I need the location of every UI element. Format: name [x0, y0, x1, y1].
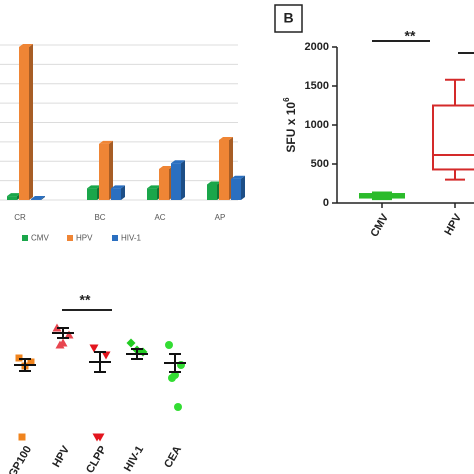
point — [101, 351, 111, 360]
bar — [219, 136, 233, 200]
bar — [147, 185, 161, 200]
y-tick-label: 0 — [323, 197, 329, 209]
x-tick-label: BC — [94, 213, 105, 222]
bar-top — [147, 185, 161, 189]
bar — [159, 166, 173, 200]
x-tick-label: AC — [154, 213, 165, 222]
panel-label-box — [274, 4, 303, 33]
point — [165, 341, 173, 349]
bar — [7, 193, 21, 200]
point — [126, 338, 136, 348]
bar — [111, 185, 125, 200]
legend-swatch — [22, 235, 28, 241]
bar-top — [159, 166, 173, 169]
bar — [171, 160, 185, 200]
point — [174, 403, 182, 411]
legend-label: CMV — [31, 234, 49, 243]
x-tick-label: AP — [215, 213, 226, 222]
bar-side — [241, 175, 245, 200]
bar-side — [41, 196, 45, 200]
point — [64, 330, 74, 339]
bar-side — [121, 185, 125, 200]
bar — [99, 140, 113, 200]
y-tick-label: 2000 — [305, 41, 329, 53]
bar-top — [111, 185, 125, 189]
panel-label: B — [283, 10, 293, 26]
bar — [207, 181, 221, 200]
significance-label: ** — [80, 292, 91, 308]
bar-top — [171, 160, 185, 164]
bar — [231, 175, 245, 200]
bar-top — [87, 185, 101, 189]
bar-front — [111, 188, 121, 200]
bar-side — [109, 140, 113, 200]
bar-front — [207, 184, 217, 200]
point — [55, 340, 65, 349]
x-tick-label: HPV — [50, 443, 72, 469]
bar-front — [159, 169, 169, 200]
point — [27, 358, 35, 366]
point — [89, 344, 99, 353]
box — [432, 104, 474, 171]
bar-side — [29, 43, 33, 200]
bar-top — [99, 140, 113, 144]
bar-top — [219, 136, 233, 140]
bar-top — [207, 181, 221, 185]
significance-label: ** — [405, 28, 416, 44]
bar — [31, 196, 45, 200]
bar-front — [219, 139, 229, 200]
x-tick-label: HIV-1 — [122, 444, 146, 474]
y-axis-label-sup: 6 — [282, 97, 291, 102]
bar-front — [19, 46, 29, 200]
point — [92, 433, 102, 442]
y-axis-label-text: SFU x 10 — [284, 102, 298, 153]
y-tick-label: 500 — [311, 158, 329, 170]
y-axis-label: SFU x 106 — [282, 97, 298, 153]
bar-top — [19, 43, 33, 47]
bar-front — [99, 143, 109, 200]
bar-side — [181, 160, 185, 200]
x-tick-label: GP100 — [7, 444, 35, 474]
bar-front — [31, 199, 41, 200]
x-tick-label: CR — [14, 213, 26, 222]
bar-top — [31, 196, 45, 200]
legend-swatch — [67, 235, 73, 241]
legend-label: HPV — [76, 234, 93, 243]
bar-front — [231, 178, 241, 200]
point — [18, 433, 26, 441]
x-tick-label: HPV — [442, 211, 464, 237]
y-tick-label: 1000 — [305, 119, 329, 131]
point — [168, 374, 176, 382]
x-tick-label: CMV — [368, 211, 391, 239]
legend-swatch — [112, 235, 118, 241]
legend-label: HIV-1 — [121, 234, 142, 243]
bar-top — [231, 175, 245, 179]
bar-front — [7, 196, 17, 200]
y-tick-label: 1500 — [305, 80, 329, 92]
x-tick-label: CEA — [162, 444, 184, 470]
bar — [87, 185, 101, 200]
bar-top — [7, 193, 21, 197]
bar — [19, 43, 33, 200]
bar-front — [171, 163, 181, 200]
x-tick-label: CLPP — [84, 444, 109, 474]
bar-front — [147, 188, 157, 200]
bar-front — [87, 188, 97, 200]
